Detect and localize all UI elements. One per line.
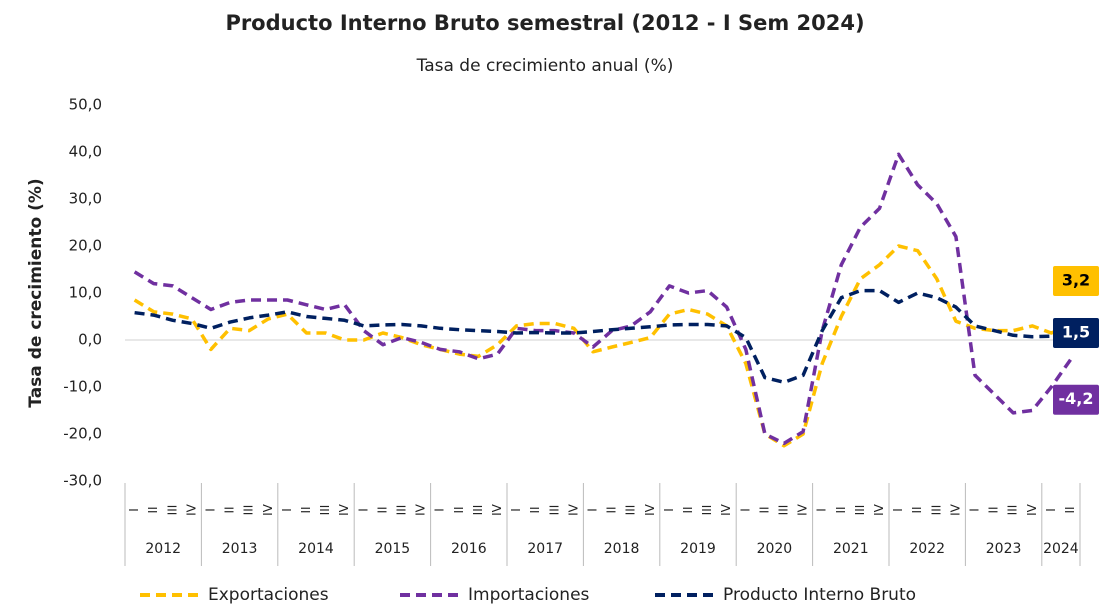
x-tick-label: II bbox=[1063, 506, 1077, 513]
year-label: 2022 bbox=[909, 541, 945, 557]
x-tick-label: I bbox=[1044, 508, 1058, 512]
x-tick-label: III bbox=[624, 505, 638, 516]
x-tick-label: IV bbox=[872, 503, 886, 516]
x-tick-label: II bbox=[528, 506, 542, 513]
x-tick-label: II bbox=[223, 506, 237, 513]
data-label: -4,2 bbox=[1059, 389, 1094, 408]
x-tick-label: III bbox=[776, 505, 790, 516]
x-tick-label: II bbox=[910, 506, 924, 513]
x-tick-label: II bbox=[375, 506, 389, 513]
y-tick-label: 20,0 bbox=[69, 237, 102, 255]
year-label: 2016 bbox=[451, 541, 487, 557]
series-line bbox=[133, 244, 1072, 448]
x-tick-label: IV bbox=[337, 503, 351, 516]
y-tick-label: 50,0 bbox=[69, 96, 102, 114]
x-tick-label: I bbox=[280, 508, 294, 512]
x-tick-label: III bbox=[318, 505, 332, 516]
x-tick-label: II bbox=[146, 506, 160, 513]
x-tick-label: III bbox=[700, 505, 714, 516]
y-axis-label: Tasa de crecimiento (%) bbox=[26, 178, 46, 407]
data-label: 3,2 bbox=[1062, 270, 1090, 289]
x-tick-label: I bbox=[127, 508, 141, 512]
y-tick-label: -30,0 bbox=[63, 472, 102, 490]
year-label: 2012 bbox=[145, 541, 181, 557]
series-line bbox=[133, 152, 1072, 446]
x-tick-label: II bbox=[757, 506, 771, 513]
x-tick-label: IV bbox=[796, 503, 810, 516]
legend-label: Producto Interno Bruto bbox=[723, 585, 916, 605]
x-tick-label: III bbox=[547, 505, 561, 516]
x-tick-label: II bbox=[987, 506, 1001, 513]
year-label: 2013 bbox=[222, 541, 258, 557]
y-tick-label: 40,0 bbox=[69, 143, 102, 161]
y-tick-label: 10,0 bbox=[69, 284, 102, 302]
year-label: 2014 bbox=[298, 541, 334, 557]
x-tick-label: I bbox=[815, 508, 829, 512]
x-tick-label: I bbox=[509, 508, 523, 512]
y-tick-label: -20,0 bbox=[63, 425, 102, 443]
x-tick-label: II bbox=[299, 506, 313, 513]
data-label-box bbox=[1053, 317, 1099, 348]
year-label: 2023 bbox=[986, 541, 1022, 557]
x-tick-label: II bbox=[452, 506, 466, 513]
x-tick-label: II bbox=[681, 506, 695, 513]
x-tick-label: IV bbox=[490, 503, 504, 516]
legend-label: Exportaciones bbox=[208, 585, 329, 605]
x-tick-label: IV bbox=[414, 503, 428, 516]
x-tick-label: IV bbox=[948, 503, 962, 516]
legend-label: Importaciones bbox=[468, 585, 590, 605]
year-label: 2020 bbox=[757, 541, 793, 557]
y-tick-label: 30,0 bbox=[69, 190, 102, 208]
series-line bbox=[134, 288, 1071, 385]
x-tick-label: IV bbox=[643, 503, 657, 516]
x-tick-label: III bbox=[242, 505, 256, 516]
year-label: 2018 bbox=[604, 541, 640, 557]
x-tick-label: IV bbox=[719, 503, 733, 516]
x-tick-label: IV bbox=[184, 503, 198, 516]
x-tick-label: IV bbox=[1025, 503, 1039, 516]
x-tick-label: III bbox=[929, 505, 943, 516]
y-tick-label: 0,0 bbox=[78, 331, 102, 349]
data-label-box bbox=[1053, 265, 1099, 296]
x-tick-label: I bbox=[585, 508, 599, 512]
x-tick-label: II bbox=[834, 506, 848, 513]
x-tick-label: I bbox=[203, 508, 217, 512]
x-tick-label: I bbox=[967, 508, 981, 512]
x-tick-label: III bbox=[394, 505, 408, 516]
x-tick-label: IV bbox=[566, 503, 580, 516]
data-label: 1,5 bbox=[1062, 322, 1090, 341]
chart-subtitle: Tasa de crecimiento anual (%) bbox=[416, 56, 674, 76]
year-label: 2021 bbox=[833, 541, 869, 557]
x-tick-label: III bbox=[165, 505, 179, 516]
year-label: 2024 bbox=[1043, 541, 1079, 557]
year-label: 2019 bbox=[680, 541, 716, 557]
x-tick-label: I bbox=[433, 508, 447, 512]
x-tick-label: I bbox=[738, 508, 752, 512]
x-tick-label: I bbox=[891, 508, 905, 512]
year-label: 2017 bbox=[527, 541, 563, 557]
year-label: 2015 bbox=[375, 541, 411, 557]
y-tick-label: -10,0 bbox=[63, 378, 102, 396]
x-tick-label: III bbox=[471, 505, 485, 516]
x-tick-label: III bbox=[1006, 505, 1020, 516]
chart-title: Producto Interno Bruto semestral (2012 -… bbox=[225, 11, 864, 35]
x-tick-label: II bbox=[605, 506, 619, 513]
x-tick-label: IV bbox=[261, 503, 275, 516]
data-label-box bbox=[1053, 384, 1099, 415]
x-tick-label: I bbox=[356, 508, 370, 512]
x-tick-label: III bbox=[853, 505, 867, 516]
x-tick-label: I bbox=[662, 508, 676, 512]
